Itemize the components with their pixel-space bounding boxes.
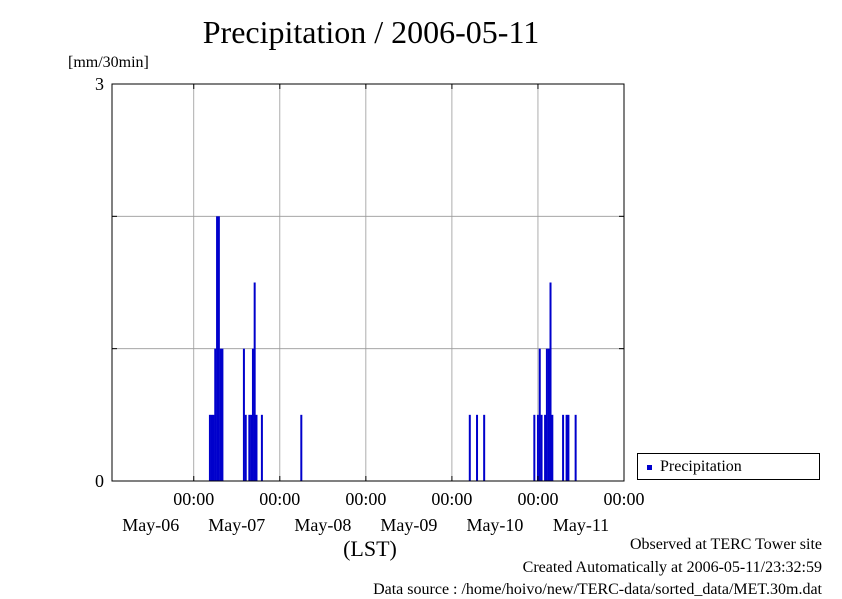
precipitation-bar — [544, 414, 547, 481]
x-tick-date-label: May-11 — [553, 515, 609, 535]
precipitation-bar — [212, 414, 215, 481]
footer-observed-site: Observed at TERC Tower site — [629, 536, 822, 553]
precipitation-bar — [562, 414, 565, 481]
precipitation-bar — [216, 216, 219, 482]
precipitation-bar — [260, 414, 263, 481]
legend-label: Precipitation — [660, 458, 742, 475]
precipitation-bar — [217, 216, 220, 482]
precipitation-bar — [565, 414, 568, 481]
footer-created-timestamp: Created Automatically at 2006-05-11/23:3… — [522, 559, 822, 576]
x-tick-date-label: May-10 — [466, 515, 523, 535]
precipitation-bar — [574, 414, 577, 481]
precipitation-bar — [208, 414, 211, 481]
precipitation-bar — [210, 414, 213, 481]
precipitation-bar — [540, 414, 543, 481]
precipitation-bar — [476, 414, 479, 481]
precipitation-bar — [253, 282, 256, 481]
legend: Precipitation — [637, 453, 820, 480]
x-tick-time-label: 00:00 — [431, 489, 472, 509]
x-tick-date-label: May-08 — [294, 515, 351, 535]
y-axis-label: [mm/30min] — [68, 54, 149, 71]
x-tick-time-label: 00:00 — [517, 489, 558, 509]
precipitation-bar — [551, 414, 554, 481]
precipitation-bar — [468, 414, 471, 481]
precipitation-bar — [533, 414, 536, 481]
x-tick-date-label: May-06 — [122, 515, 179, 535]
legend-swatch — [647, 465, 652, 470]
y-tick-label: 0 — [95, 471, 104, 491]
precipitation-bar — [219, 348, 222, 481]
x-tick-time-label: 00:00 — [259, 489, 300, 509]
chart-title: Precipitation / 2006-05-11 — [202, 14, 540, 50]
precipitation-bar — [567, 414, 570, 481]
precipitation-bar — [536, 414, 539, 481]
x-axis-label: (LST) — [343, 536, 397, 561]
x-tick-time-label: 00:00 — [173, 489, 214, 509]
bar-series — [208, 216, 577, 482]
precipitation-bar — [248, 414, 251, 481]
precipitation-bar — [255, 414, 258, 481]
footer-data-source: Data source : /home/hoivo/new/TERC-data/… — [373, 581, 822, 598]
y-tick-label: 3 — [95, 74, 104, 94]
precipitation-bar — [547, 348, 550, 481]
x-tick-date-label: May-07 — [208, 515, 265, 535]
precipitation-bar — [483, 414, 486, 481]
precipitation-bar — [221, 348, 224, 481]
precipitation-bar — [251, 348, 254, 481]
precipitation-bar — [214, 348, 217, 481]
precipitation-bar — [300, 414, 303, 481]
precipitation-bar — [242, 348, 245, 481]
precipitation-bar — [549, 282, 552, 481]
plot-area — [111, 83, 625, 482]
axis-ticks — [112, 83, 625, 482]
precipitation-bar — [545, 348, 548, 481]
precipitation-bar — [538, 348, 541, 481]
precipitation-bar — [250, 414, 253, 481]
axis-tick-labels: 00:00 May-06 00:00 May-07 00:00 May-08 00:00 Ma… — [95, 74, 645, 535]
x-tick-time-label: 00:00 — [603, 489, 644, 509]
x-tick-date-label: May-09 — [380, 515, 437, 535]
x-tick-time-label: 00:00 — [345, 489, 386, 509]
precipitation-bar — [244, 414, 247, 481]
